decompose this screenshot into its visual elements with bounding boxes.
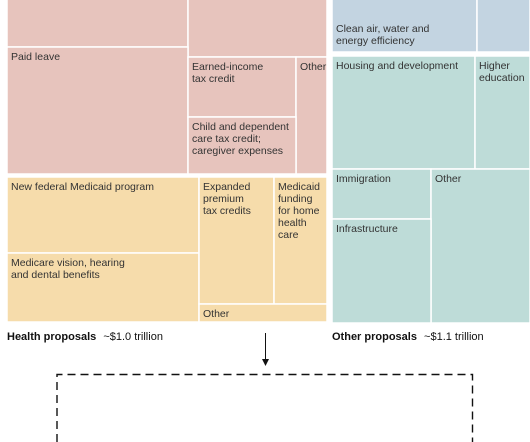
treemap-cell-label-line: health xyxy=(278,217,307,229)
treemap-cell-label-line: premium xyxy=(203,193,244,205)
treemap-cell-label-line: tax credits xyxy=(203,205,251,217)
treemap-cell-label: Other xyxy=(203,308,230,320)
treemap-cell-other-infrastructure: Infrastructure xyxy=(331,218,432,324)
treemap-rect xyxy=(331,55,476,170)
other-proposals-caption: Other proposals ~$1.1 trillion xyxy=(332,331,484,343)
treemap-cell-label-line: care tax credit; xyxy=(192,133,261,145)
health-caption-total: ~$1.0 trillion xyxy=(103,331,163,343)
arrow-head xyxy=(262,359,269,366)
treemap-cell-family-paid-leave: Paid leave xyxy=(6,46,189,175)
treemap-cell-label-line: Other xyxy=(300,61,327,73)
treemap-cell-label-line: care xyxy=(278,229,299,241)
health-proposals-caption: Health proposals ~$1.0 trillion xyxy=(7,331,163,343)
treemap-rect xyxy=(331,0,478,53)
treemap-cell-label-line: Earned-income xyxy=(192,61,263,73)
treemap-rect xyxy=(187,0,328,58)
treemap-cell-label: Expanded premium tax credits xyxy=(203,181,251,217)
treemap-rect xyxy=(295,56,328,175)
treemap-cell-health-other: Other xyxy=(198,303,328,323)
treemap-cell-label-line: Clean air, water and xyxy=(336,23,430,35)
treemap-cell-label: Other xyxy=(300,61,327,73)
treemap-cell-label-line: energy efficiency xyxy=(336,35,415,47)
treemap-cell-other-higher-education: Higher education xyxy=(474,55,530,170)
treemap-cell-label: New federal Medicaid program xyxy=(11,181,154,193)
treemap-cell-label: Child and dependent care tax credit; careg… xyxy=(192,121,289,157)
treemap-cell-label: Housing and development xyxy=(336,60,458,72)
treemap-cell-family-child-and-dependent-care-tax-credit-caregiver-expenses: Child and dependent care tax credit; careg… xyxy=(187,116,297,175)
treemap-cell-label: Paid leave xyxy=(11,51,60,63)
treemap-cell-label: Clean air, water and energy efficiency xyxy=(336,23,430,47)
treemap-cell-label: Medicaid funding for home health care xyxy=(278,181,320,241)
treemap-rect xyxy=(6,46,189,175)
treemap-cell-label: Higher education xyxy=(479,60,525,84)
treemap-cell-label-line: New federal Medicaid program xyxy=(11,181,154,193)
treemap-cell-label: Medicare vision, hearing and dental benef… xyxy=(11,257,125,281)
treemap-cell-label-line: Other xyxy=(203,308,230,320)
treemap-cells: Paid leave Earned-income tax credit Other Ch… xyxy=(6,0,530,324)
treemap-cell-label-line: Medicare vision, hearing xyxy=(11,257,125,269)
other-caption-name: Other proposals xyxy=(332,331,417,343)
treemap-rect xyxy=(331,168,432,220)
treemap-cell-label-line: education xyxy=(479,72,525,84)
treemap-cell-family-unlabeled xyxy=(187,0,328,58)
treemap-cell-label: Immigration xyxy=(336,173,391,185)
treemap-cell-family-other: Other xyxy=(295,56,328,175)
treemap-cell-other-other: Other xyxy=(430,168,530,324)
treemap-cell-label: Infrastructure xyxy=(336,223,398,235)
treemap-cell-label: Earned-income tax credit xyxy=(192,61,263,85)
treemap-rect xyxy=(430,168,530,324)
other-caption-total: ~$1.1 trillion xyxy=(424,331,484,343)
treemap-rect xyxy=(476,0,530,53)
treemap-cell-label-line: Other xyxy=(435,173,462,185)
treemap-rect xyxy=(198,176,275,305)
treemap-rect xyxy=(273,176,328,305)
treemap-cell-health-new-federal-medicaid-program: New federal Medicaid program xyxy=(6,176,200,254)
treemap-cell-label: Other xyxy=(435,173,462,185)
treemap-rect xyxy=(6,252,200,323)
treemap-cell-label-line: Medicaid xyxy=(278,181,320,193)
treemap-rect xyxy=(331,218,432,324)
treemap-cell-label-line: Child and dependent xyxy=(192,121,289,133)
treemap-rect xyxy=(6,0,189,48)
treemap-cell-health-medicare-vision-hearing-and-dental-benefits: Medicare vision, hearing and dental benef… xyxy=(6,252,200,323)
treemap-cell-label-line: for home xyxy=(278,205,320,217)
treemap-rect xyxy=(198,303,328,323)
treemap-cell-other-housing-and-development: Housing and development xyxy=(331,55,476,170)
treemap-rect xyxy=(187,116,297,175)
treemap-cell-family-unlabeled xyxy=(6,0,189,48)
treemap-cell-label-line: Higher xyxy=(479,60,510,72)
treemap-cell-label-line: Expanded xyxy=(203,181,250,193)
treemap-cell-label-line: Housing and development xyxy=(336,60,458,72)
treemap-cell-label-line: Paid leave xyxy=(11,51,60,63)
treemap-cell-climate-unlabeled xyxy=(476,0,530,53)
treemap-cell-health-medicaid-funding-for-home-health-care: Medicaid funding for home health care xyxy=(273,176,328,305)
treemap-cell-label-line: caregiver expenses xyxy=(192,145,283,157)
treemap-cell-label-line: tax credit xyxy=(192,73,235,85)
treemap-cell-label-line: funding xyxy=(278,193,313,205)
treemap-cell-label-line: and dental benefits xyxy=(11,269,100,281)
treemap-rect xyxy=(6,176,200,254)
treemap-cell-label-line: Immigration xyxy=(336,173,391,185)
treemap-cell-label-line: Infrastructure xyxy=(336,223,398,235)
treemap-rect xyxy=(187,56,297,118)
health-caption-name: Health proposals xyxy=(7,331,96,343)
dashed-box-outline xyxy=(56,373,474,442)
treemap-cell-family-earned-income-tax-credit: Earned-income tax credit xyxy=(187,56,297,118)
treemap-cell-other-immigration: Immigration xyxy=(331,168,432,220)
treemap-cell-climate-clean-air-water-and-energy-efficiency: Clean air, water and energy efficiency xyxy=(331,0,478,53)
treemap-cell-health-expanded-premium-tax-credits: Expanded premium tax credits xyxy=(198,176,275,305)
